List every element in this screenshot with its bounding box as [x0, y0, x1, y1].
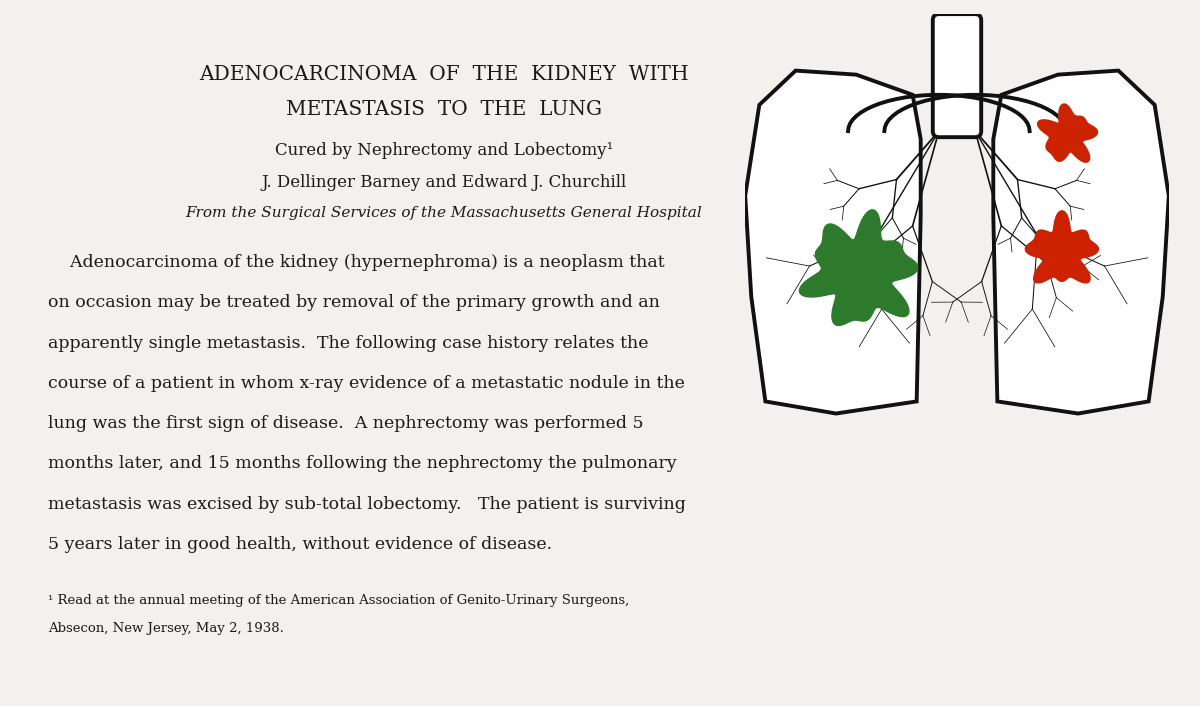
Text: Adenocarcinoma of the kidney (hypernephroma) is a neoplasm that: Adenocarcinoma of the kidney (hypernephr…: [48, 254, 665, 271]
Text: Absecon, New Jersey, May 2, 1938.: Absecon, New Jersey, May 2, 1938.: [48, 622, 284, 635]
Text: From the Surgical Services of the Massachusetts General Hospital: From the Surgical Services of the Massac…: [186, 206, 702, 220]
Text: months later, and 15 months following the nephrectomy the pulmonary: months later, and 15 months following th…: [48, 455, 677, 472]
FancyBboxPatch shape: [932, 14, 982, 137]
Text: metastasis was excised by sub-total lobectomy.   The patient is surviving: metastasis was excised by sub-total lobe…: [48, 496, 686, 513]
Polygon shape: [1038, 104, 1098, 162]
Text: ¹ Read at the annual meeting of the American Association of Genito-Urinary Surge: ¹ Read at the annual meeting of the Amer…: [48, 594, 629, 606]
Text: on occasion may be treated by removal of the primary growth and an: on occasion may be treated by removal of…: [48, 294, 660, 311]
Text: course of a patient in whom x-ray evidence of a metastatic nodule in the: course of a patient in whom x-ray eviden…: [48, 375, 685, 392]
Text: J. Dellinger Barney and Edward J. Churchill: J. Dellinger Barney and Edward J. Church…: [262, 174, 626, 191]
Text: METASTASIS  TO  THE  LUNG: METASTASIS TO THE LUNG: [286, 100, 602, 119]
Text: 5 years later in good health, without evidence of disease.: 5 years later in good health, without ev…: [48, 536, 552, 553]
Text: apparently single metastasis.  The following case history relates the: apparently single metastasis. The follow…: [48, 335, 648, 352]
Polygon shape: [745, 71, 920, 414]
Text: ADENOCARCINOMA  OF  THE  KIDNEY  WITH: ADENOCARCINOMA OF THE KIDNEY WITH: [199, 65, 689, 83]
Polygon shape: [1025, 211, 1098, 283]
Text: Cured by Nephrectomy and Lobectomy¹: Cured by Nephrectomy and Lobectomy¹: [275, 142, 613, 159]
Polygon shape: [994, 71, 1169, 414]
Polygon shape: [799, 210, 918, 325]
Text: lung was the first sign of disease.  A nephrectomy was performed 5: lung was the first sign of disease. A ne…: [48, 415, 643, 432]
